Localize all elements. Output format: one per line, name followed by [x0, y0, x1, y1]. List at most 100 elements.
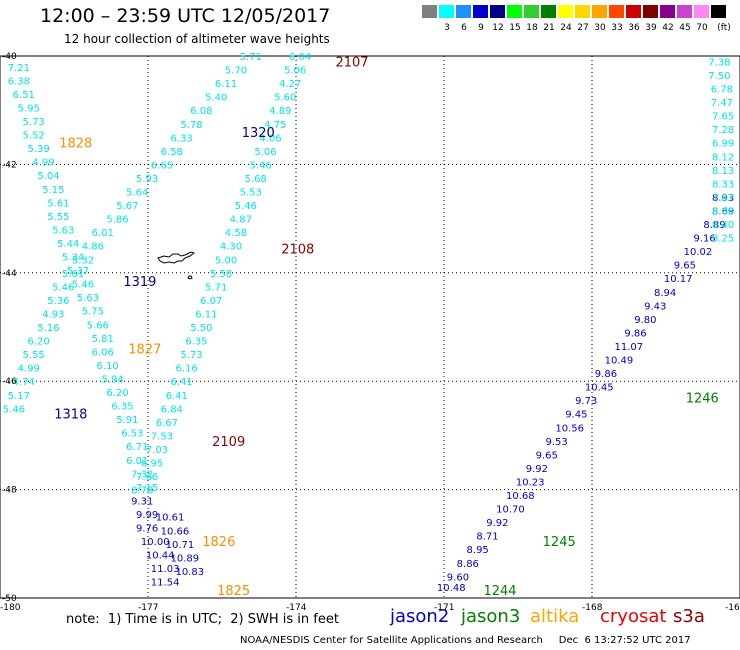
legend-label: 70 [696, 23, 708, 33]
lon-tick-label: -177 [138, 603, 158, 613]
lat-tick-label: -44 [2, 269, 17, 279]
wave-height-value: 7.15 [136, 483, 158, 494]
legend-unit: (ft) [717, 23, 731, 33]
lon-tick-label: -180 [0, 603, 21, 613]
legend-swatch [643, 5, 658, 18]
wave-height-value: 6.53 [121, 429, 143, 440]
wave-height-value: 5.73 [180, 350, 202, 361]
map-subtitle: 12 hour collection of altimeter wave hei… [64, 32, 330, 46]
wave-height-value: 7.66 [136, 472, 158, 483]
wave-height-value: 7.65 [712, 112, 734, 123]
wave-height-value: 6.67 [156, 418, 178, 429]
lat-tick-label: -48 [2, 486, 17, 496]
wave-height-value: 5.71 [205, 282, 227, 293]
legend-swatch [609, 5, 624, 18]
legend-swatch [456, 5, 471, 18]
wave-height-value: 5.70 [225, 66, 247, 77]
wave-height-value: 4.74 [13, 377, 35, 388]
legend-label: 9 [478, 23, 484, 33]
wave-height-value: 5.61 [62, 269, 84, 280]
wave-height-value: 5.63 [52, 225, 74, 236]
wave-height-value: 5.39 [27, 144, 49, 155]
pass-time-label: 1319 [123, 275, 156, 290]
track-1246: 10.489.60 8.86 8.95 8.71 9.92 10.70 10.68 10.23… [437, 193, 734, 594]
wave-height-value: 5.46 [249, 160, 271, 171]
wave-height-value: 5.61 [47, 198, 69, 209]
wave-height-value: 6.06 [92, 347, 114, 358]
legend-label: 39 [645, 23, 657, 33]
wave-height-value: 7.32 [131, 469, 153, 480]
wave-height-value: 6.04 [289, 52, 311, 63]
wave-height-value: 5.95 [18, 103, 40, 114]
pass-time-label: 1826 [202, 535, 235, 550]
lat-tick-label: -42 [2, 160, 17, 170]
wave-height-value: 9.80 [634, 315, 656, 326]
map-title: 12:00 – 23:59 UTC 12/05/2017 [40, 5, 331, 27]
track-1245: 7.38 7.50 6.78 7.47 7.65 7.28 6.99 8.12 8.13 8.33… [708, 57, 734, 244]
wave-height-value: 6.99 [712, 139, 734, 150]
pass-time-label: 2107 [335, 55, 368, 70]
wave-height-value: 4.99 [32, 158, 54, 169]
wave-height-value: 8.08 [712, 206, 734, 217]
wave-height-value: 5.15 [42, 185, 64, 196]
lon-tick-label: -16 [725, 603, 740, 613]
wave-height-value: 10.89 [171, 553, 200, 564]
wave-height-value: 5.86 [106, 215, 128, 226]
islet-shape [187, 275, 193, 280]
wave-height-value: 10.02 [684, 247, 713, 258]
wave-height-value: 9.43 [644, 301, 666, 312]
wave-height-value: 5.55 [23, 350, 45, 361]
wave-height-value: 9.92 [526, 464, 548, 475]
track-2108: 6.04 5.06 4.27 5.60 4.89 4.75 4.06 5.06 5.46 5.68… [131, 52, 311, 497]
wave-height-value: 7.28 [712, 125, 734, 136]
wave-height-value: 5.50 [190, 323, 212, 334]
wave-height-value: 6.41 [166, 391, 188, 402]
legend-label: 36 [628, 23, 640, 33]
legend-label: 15 [509, 23, 521, 33]
altimeter-tracks: 7.21 6.38 6.51 5.95 5.73 5.52 5.39 4.99 5.04 5.15… [3, 52, 734, 594]
pass-labels: 2107 1828 1320 2108 1319 1827 1318 2109 1246 1826… [54, 55, 719, 598]
legend-swatch [677, 5, 692, 18]
wave-height-value: 5.58 [210, 269, 232, 280]
pass-time-label: 2109 [212, 435, 245, 450]
legend-label: 21 [543, 23, 555, 33]
wave-height-value: 6.16 [175, 364, 197, 375]
lon-tick-label: -168 [582, 603, 603, 613]
track-1826: 9.31 9.99 9.76 10.00 10.44 11.03 11.54 [131, 496, 179, 588]
legend-swatch [473, 5, 488, 18]
wave-height-value: 10.48 [437, 583, 466, 594]
satellite-name: s3a [673, 606, 705, 627]
wave-height-value: 9.86 [624, 328, 646, 339]
wave-height-value: 9.99 [136, 510, 158, 521]
wave-height-value: 5.68 [245, 174, 267, 185]
wave-height-value: 10.71 [166, 540, 195, 551]
wave-height-value: 11.03 [151, 564, 180, 575]
wave-height-value: 10.68 [506, 491, 535, 502]
wave-height-value: 4.99 [18, 364, 40, 375]
legend-swatch [592, 5, 607, 18]
wave-height-value: 11.54 [151, 578, 180, 589]
wave-height-value: 6.58 [161, 147, 183, 158]
legend-swatch [575, 5, 590, 18]
wave-height-value: 10.17 [664, 274, 693, 285]
wave-height-value: 5.81 [92, 334, 114, 345]
map-frame [0, 55, 740, 599]
wave-height-value: 10.56 [555, 423, 584, 434]
pass-time-label: 1827 [128, 343, 161, 358]
legend-swatch [524, 5, 539, 18]
wave-height-value: 5.32 [72, 255, 94, 266]
wave-height-value: 9.45 [565, 410, 587, 421]
track-1828: 7.21 6.38 6.51 5.95 5.73 5.52 5.39 4.99 5.04 5.15… [8, 63, 159, 494]
legend-swatch [422, 5, 437, 18]
grid-lines [0, 55, 740, 599]
pass-time-label: 1246 [686, 391, 719, 406]
wave-height-value: 7.38 [708, 57, 730, 68]
wave-height-value: 6.71 [126, 442, 148, 453]
wave-height-value: 8.78 [131, 486, 153, 497]
wave-height-value: 10.61 [156, 513, 185, 524]
wave-height-value: 5.52 [23, 131, 45, 142]
wave-height-value: 6.65 [151, 160, 173, 171]
pass-time-label: 1318 [54, 408, 87, 423]
wave-height-value: 9.65 [536, 450, 558, 461]
legend-label: 24 [560, 23, 572, 33]
